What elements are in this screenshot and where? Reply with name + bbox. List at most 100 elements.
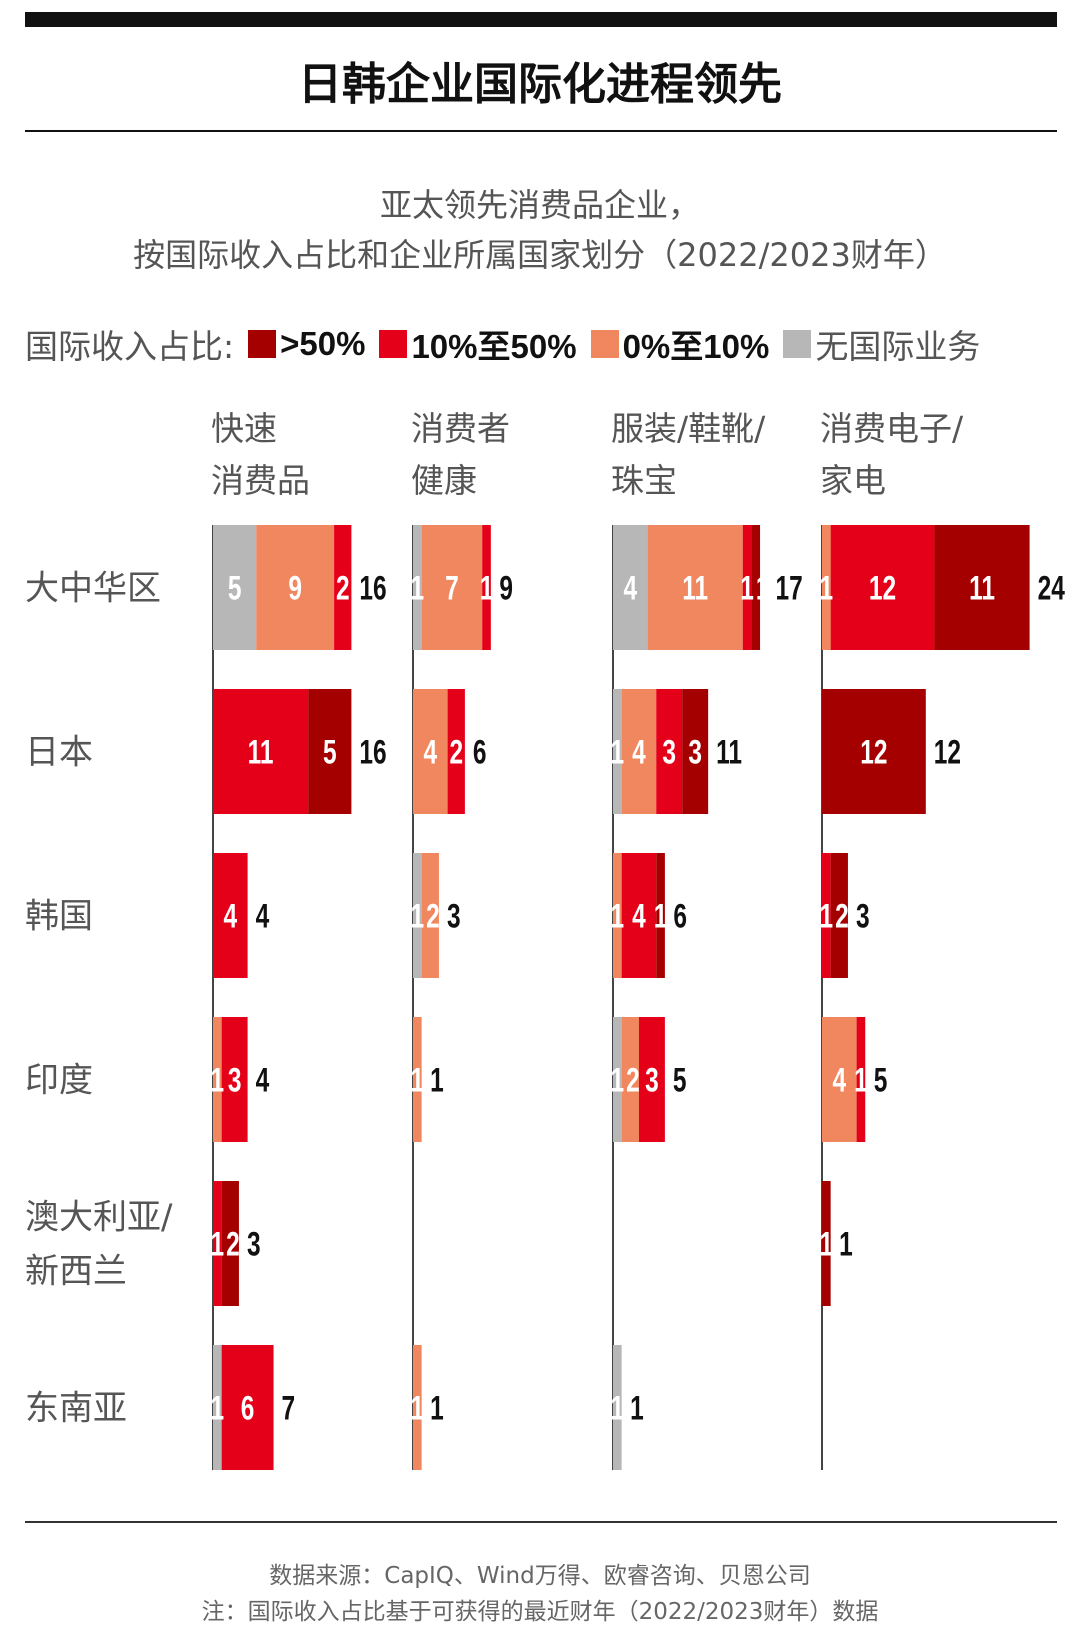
- segment-label: 1: [611, 1062, 625, 1100]
- bar-segment: [822, 1017, 857, 1142]
- segment-label: 2: [626, 1062, 640, 1100]
- segment-label: 4: [832, 1062, 846, 1100]
- total-label: 3: [856, 898, 870, 936]
- panel-title: 消费品: [211, 461, 310, 500]
- bar-segment: [830, 853, 848, 978]
- segment-label: 2: [426, 898, 440, 936]
- source-line: 数据来源：CapIQ、Wind万得、欧睿咨询、贝恩公司: [269, 1563, 811, 1589]
- bar-segment: [638, 1017, 665, 1142]
- legend-item-label: >50%: [280, 325, 366, 362]
- bar-segment: [742, 525, 752, 650]
- chart-title: 日韩企业国际化进程领先: [298, 59, 782, 110]
- segment-label: 1: [740, 570, 754, 608]
- note-line: 注：国际收入占比基于可获得的最近财年（2022/2023财年）数据: [201, 1599, 879, 1625]
- legend-item-gt50: >50%: [248, 325, 365, 363]
- segment-label: 1: [411, 1390, 425, 1428]
- segment-label: 1: [211, 1062, 225, 1100]
- segment-label: 2: [835, 898, 849, 936]
- total-label: 4: [256, 898, 270, 936]
- bar-segment: [822, 525, 831, 650]
- segment-label: 4: [423, 734, 437, 772]
- bar-segment: [421, 525, 483, 650]
- segment-label: 1: [611, 898, 625, 936]
- segment-label: 1: [211, 1390, 225, 1428]
- bar-segment: [621, 853, 657, 978]
- bar-segment: [656, 853, 665, 978]
- bar-segment: [413, 853, 422, 978]
- title-rule: [25, 130, 1057, 132]
- bar-segment: [421, 853, 439, 978]
- total-label: 1: [839, 1226, 853, 1264]
- bar-segment: [447, 689, 465, 814]
- bar-segment: [822, 853, 831, 978]
- row-label: 大中华区: [25, 569, 161, 609]
- bar-segment: [822, 1181, 831, 1306]
- segment-label: 1: [411, 1062, 425, 1100]
- row-label: 日本: [25, 733, 93, 773]
- segment-label: 1: [756, 570, 770, 608]
- row-label: 澳大利亚/: [25, 1198, 173, 1238]
- bar-segment: [213, 689, 309, 814]
- segment-label: 2: [226, 1226, 240, 1264]
- bar-segment: [413, 1345, 422, 1470]
- bar-segment: [751, 525, 761, 650]
- legend-swatch: [248, 330, 277, 358]
- bar-segment: [482, 525, 491, 650]
- total-label: 3: [247, 1226, 261, 1264]
- row-label: 新西兰: [25, 1252, 127, 1292]
- legend-item-label: 0%至10%: [622, 328, 770, 365]
- legend-label: 国际收入占比:: [25, 327, 235, 366]
- bar-segment: [213, 853, 248, 978]
- segment-label: 1: [411, 898, 425, 936]
- bar-segment: [621, 1017, 639, 1142]
- legend-swatch: [783, 330, 812, 358]
- segment-label: 1: [854, 1062, 868, 1100]
- segment-label: 1: [611, 1390, 625, 1428]
- segment-label: 1: [820, 570, 834, 608]
- legend-item-label: 10%至50%: [411, 328, 577, 365]
- total-label: 1: [430, 1062, 444, 1100]
- segment-label: 1: [611, 734, 625, 772]
- legend-item-none: 无国际业务: [783, 320, 980, 368]
- total-label: 5: [874, 1062, 888, 1100]
- segment-label: 4: [632, 734, 646, 772]
- segment-label: 2: [336, 570, 350, 608]
- legend-swatch: [379, 330, 408, 358]
- bar-segment: [334, 525, 352, 650]
- bar-segment: [413, 689, 448, 814]
- segment-label: 1: [820, 1226, 834, 1264]
- row-label: 东南亚: [25, 1389, 127, 1429]
- bar-segment: [830, 525, 935, 650]
- segment-label: 1: [654, 898, 668, 936]
- total-label: 17: [776, 570, 803, 608]
- legend-item-label: 无国际业务: [815, 327, 981, 366]
- segment-label: 1: [820, 898, 834, 936]
- segment-label: 12: [869, 570, 896, 608]
- total-label: 16: [359, 734, 386, 772]
- bar-segment: [613, 853, 622, 978]
- panel-title: 家电: [820, 461, 886, 500]
- segment-label: 11: [682, 570, 708, 608]
- segment-label: 5: [323, 734, 337, 772]
- legend-swatch: [590, 330, 619, 358]
- legend: 国际收入占比: >50% 10%至50% 0%至10% 无国际业务: [25, 320, 980, 368]
- total-label: 6: [473, 734, 487, 772]
- legend-item-10-50: 10%至50%: [379, 320, 577, 368]
- total-label: 12: [934, 734, 961, 772]
- total-label: 1: [630, 1390, 644, 1428]
- bar-segment: [613, 689, 622, 814]
- segment-label: 1: [480, 570, 494, 608]
- panel-title: 消费者: [411, 409, 510, 448]
- total-label: 24: [1038, 570, 1066, 608]
- bar-segment: [822, 689, 926, 814]
- total-label: 7: [282, 1390, 296, 1428]
- bar-segment: [256, 525, 335, 650]
- bar-segment: [621, 689, 657, 814]
- bar-segment: [213, 1017, 222, 1142]
- total-label: 16: [359, 570, 386, 608]
- bar-segment: [213, 1345, 222, 1470]
- panel-title: 服装/鞋靴/: [611, 409, 766, 448]
- subtitle-line-2: 按国际收入占比和企业所属国家划分（2022/2023财年）: [133, 236, 947, 274]
- bar-segment: [613, 1345, 622, 1470]
- top-bar: [25, 12, 1057, 27]
